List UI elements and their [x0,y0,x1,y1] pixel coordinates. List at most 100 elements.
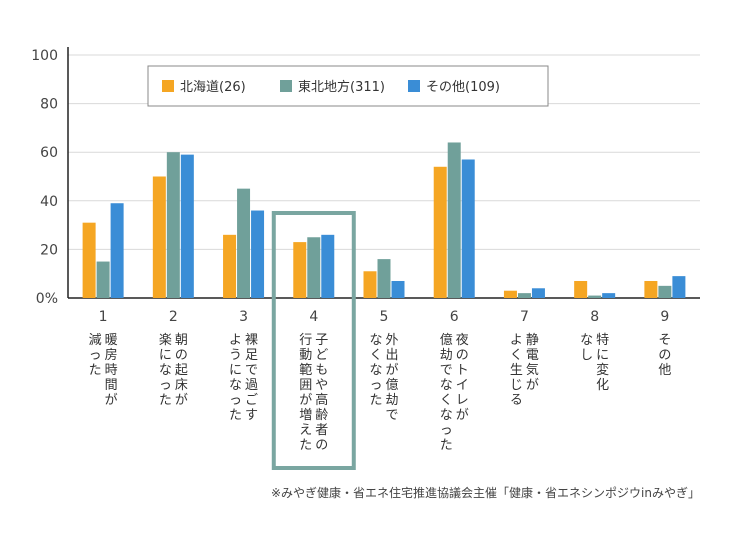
category-desc-char: が [526,378,539,393]
legend-label: 東北地方(311) [298,79,385,95]
category-desc-char: 過 [245,378,258,393]
bar-1-cat-2 [152,176,166,298]
category-desc-char: 楽 [159,332,172,348]
category-desc-char: く [510,348,523,363]
category-desc-char: 夜 [456,333,469,348]
category-desc-char: 出 [385,348,398,363]
category-desc-char: 電 [526,348,539,363]
category-desc-char: す [245,408,258,423]
category-desc-char: ど [315,348,328,363]
category-desc-char: が [105,393,118,408]
category-desc-char: 起 [175,363,188,378]
bar-3-cat-5 [391,280,405,298]
category-desc-char: で [245,363,258,378]
category-desc-char: 劫 [385,393,398,408]
category-desc-char: レ [456,393,469,408]
category-desc-char: な [369,333,382,348]
bar-3-cat-8 [602,293,616,298]
legend-swatch [280,80,292,92]
category-desc-char: し [580,348,593,363]
category-desc-char: じ [510,378,523,393]
legend-label: 北海道(26) [180,80,246,95]
category-label: 3 [239,309,248,325]
bar-2-cat-4 [307,237,321,298]
y-tick-label: 20 [40,242,58,258]
legend-swatch [162,80,174,92]
category-desc-char: な [440,408,453,423]
category-desc-char: っ [369,378,382,393]
bar-3-cat-1 [110,203,124,298]
category-desc-char: な [580,333,593,348]
category-desc-char: 暖 [105,333,118,348]
category-desc-char: く [440,393,453,408]
category-label: 2 [169,309,178,325]
category-desc-char: に [229,363,242,378]
category-desc-char: 外 [385,333,398,348]
category-desc-char: が [456,408,469,423]
category-desc-char: 床 [175,378,188,393]
category-desc-char: 時 [105,363,118,378]
category-desc-char: た [89,363,102,378]
category-desc-char: っ [229,393,242,408]
category-desc-char: 行 [299,333,312,348]
bar-2-cat-1 [96,261,110,298]
category-desc-char: 朝 [175,333,188,348]
category-desc-char: 静 [526,333,539,348]
legend [147,65,549,107]
category-desc-char: 房 [105,347,118,363]
bar-2-cat-5 [377,259,391,298]
category-desc-char: っ [89,348,102,363]
category-desc-char: 範 [299,363,312,378]
bar-1-cat-6 [433,166,447,298]
bar-2-cat-6 [447,142,461,298]
bar-1-cat-1 [82,222,96,298]
category-desc-char: で [385,408,398,423]
category-desc-char: た [159,393,172,408]
bar-1-cat-5 [363,271,377,298]
category-desc-char: の [175,348,188,363]
category-desc-char: く [369,348,382,363]
category-desc-char: や [315,378,328,393]
category-desc-char: 気 [526,362,539,378]
category-desc-char: た [440,438,453,453]
category-desc-char: よ [510,333,523,348]
category-desc-char: ト [456,363,469,378]
bar-1-cat-4 [293,242,307,298]
highlight-box [271,211,356,470]
category-desc-char: 化 [596,378,609,393]
bar-1-cat-8 [574,280,588,298]
category-desc-char: 億 [385,377,398,393]
y-tick-label: 100 [31,48,58,64]
y-tick-label: 40 [40,194,58,210]
category-desc-char: の [658,348,671,363]
category-desc-char: た [229,408,242,423]
bar-3-cat-9 [672,276,686,298]
y-tick-label: 0% [36,291,58,307]
category-desc-char: 変 [596,362,609,378]
category-desc-char: っ [159,378,172,393]
category-desc-char: 劫 [440,348,453,363]
category-desc-char: な [159,363,172,378]
category-desc-char: 生 [510,363,523,378]
category-desc-char: る [510,393,523,408]
category-label: 4 [309,309,318,325]
category-desc-char: の [456,348,469,363]
category-desc-char: に [159,348,172,363]
category-desc-char: そ [658,333,671,348]
category-label: 9 [660,309,669,325]
category-label: 5 [380,309,389,325]
category-label: 1 [99,309,108,325]
category-desc-char: 齢 [315,408,328,423]
source-note: ※みやぎ健康・省エネ住宅推進協議会主催「健康・省エネシンポジウinみやぎ」 [271,486,700,500]
category-desc-char: 間 [105,378,118,393]
category-desc-char: で [440,363,453,378]
bar-2-cat-3 [237,188,251,298]
category-desc-char: 動 [299,348,312,363]
category-label: 8 [590,309,599,325]
category-desc-char: っ [440,423,453,438]
category-desc-char: 高 [315,392,328,408]
category-desc-char: た [369,393,382,408]
legend-label: その他(109) [426,80,500,95]
